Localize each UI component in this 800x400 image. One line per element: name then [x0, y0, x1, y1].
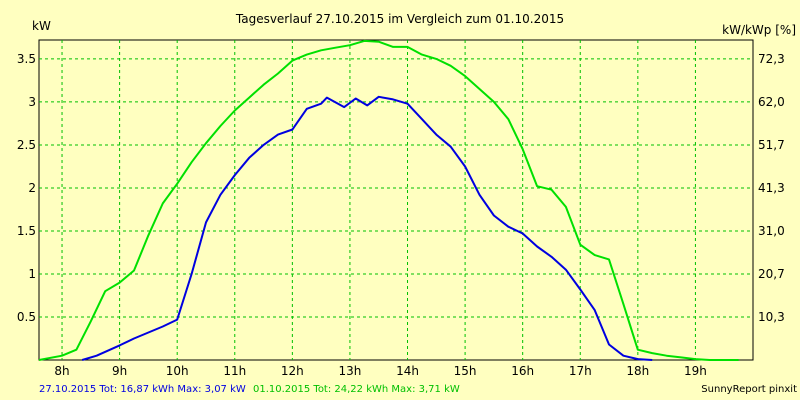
y-tick-left-label: 2	[28, 181, 36, 195]
y-tick-right-label: 62,0	[758, 95, 785, 109]
footer-credit: SunnyReport pinxit	[701, 384, 797, 395]
y-tick-right-label: 10,3	[758, 310, 785, 324]
y-tick-left-label: 3	[28, 95, 36, 109]
footer-series2-summary: 01.10.2015 Tot: 24,22 kWh Max: 3,71 kW	[253, 384, 460, 395]
y-tick-left-label: 1	[28, 267, 36, 281]
x-axis-ticks: 8h 9h 10h 11h 12h 13h 14h 15h 16h 17h 18h 19h	[54, 364, 706, 378]
x-tick-label: 19h	[684, 364, 707, 378]
footer-summary: 27.10.2015 Tot: 16,87 kWh Max: 3,07 kW 0…	[39, 384, 460, 395]
x-tick-label: 15h	[454, 364, 477, 378]
x-tick-label: 13h	[338, 364, 361, 378]
y-tick-right-label: 31,0	[758, 224, 785, 238]
y-tick-right-label: 72,3	[758, 52, 785, 66]
x-tick-label: 12h	[281, 364, 304, 378]
y-tick-right-label: 20,7	[758, 267, 785, 281]
x-tick-label: 14h	[396, 364, 419, 378]
y-tick-left-label: 2.5	[17, 138, 36, 152]
y-tick-right-label: 51,7	[758, 138, 785, 152]
plot-area	[38, 39, 754, 361]
y-axis-right-ticks: 10,3 20,7 31,0 41,3 51,7 62,0 72,3	[758, 52, 785, 324]
footer-series1-summary: 27.10.2015 Tot: 16,87 kWh Max: 3,07 kW	[39, 384, 246, 395]
y-tick-right-label: 41,3	[758, 181, 785, 195]
y-axis-left-ticks: 0.5 1 1.5 2 2.5 3 3.5	[17, 52, 36, 324]
y-tick-left-label: 1.5	[17, 224, 36, 238]
x-tick-label: 8h	[54, 364, 69, 378]
chart-title: Tagesverlauf 27.10.2015 im Vergleich zum…	[235, 12, 564, 26]
grid	[39, 40, 753, 360]
x-tick-label: 18h	[626, 364, 649, 378]
series-line-2	[81, 95, 653, 361]
x-tick-label: 11h	[223, 364, 246, 378]
y-axis-right-label: kW/kWp [%]	[722, 23, 796, 37]
series-line-1	[38, 39, 739, 361]
x-tick-label: 17h	[569, 364, 592, 378]
series-layer	[38, 39, 739, 361]
x-tick-label: 16h	[511, 364, 534, 378]
y-tick-left-label: 0.5	[17, 310, 36, 324]
x-tick-label: 9h	[112, 364, 127, 378]
x-tick-label: 10h	[166, 364, 189, 378]
y-axis-left-label: kW	[32, 19, 51, 33]
y-tick-left-label: 3.5	[17, 52, 36, 66]
